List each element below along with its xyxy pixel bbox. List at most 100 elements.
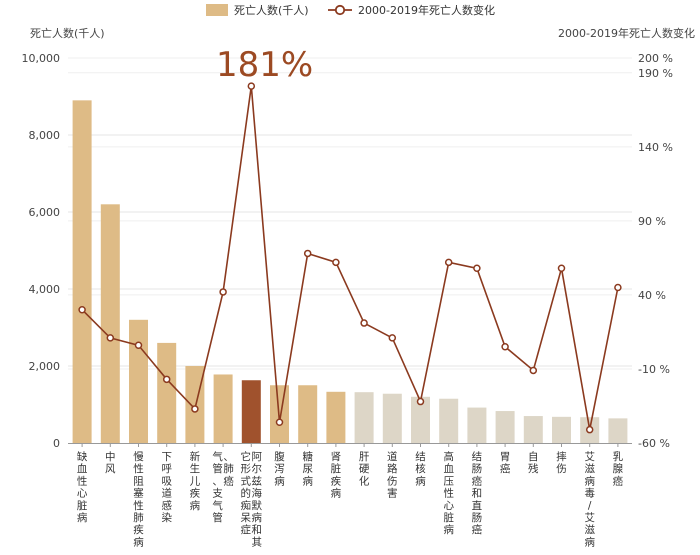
x-tick-label-char: 风 — [105, 463, 116, 475]
x-tick-label-char: 硬 — [359, 463, 370, 475]
bar — [467, 407, 487, 443]
x-tick-label-char: 尔 — [252, 462, 263, 475]
x-tick-label: 乳腺癌 — [613, 450, 624, 487]
x-tick-label-char: 血 — [443, 462, 454, 475]
x-tick-label-char: 默 — [252, 500, 263, 512]
x-tick-label-char: 肝 — [359, 451, 370, 463]
x-tick-label-char: 乳 — [613, 450, 624, 463]
line-series — [78, 82, 622, 434]
line-point — [473, 264, 481, 273]
y-right-tick-label: -60 % — [638, 437, 670, 450]
x-tick-label-column: 胃癌 — [500, 451, 511, 475]
x-tick-label-char: 脏 — [443, 511, 454, 524]
x-tick-label-char: 胃 — [500, 451, 511, 463]
line-point — [106, 334, 115, 342]
x-tick-label-char: 吸 — [161, 475, 172, 487]
x-tick-label-char: 气 — [212, 450, 223, 463]
y-left-tick-label: 4,000 — [29, 283, 61, 296]
x-tick-label-char: 脏 — [77, 499, 88, 512]
x-tick-label-char: 滋 — [584, 462, 595, 475]
x-tick-label-column: 肝硬化 — [359, 451, 370, 487]
x-tick-label-char: 癌 — [472, 474, 483, 487]
line-point — [303, 249, 312, 258]
x-tick-label-char: 它 — [241, 450, 252, 463]
x-tick-label-char: 伤 — [387, 474, 398, 487]
x-tick-label-char: 中 — [105, 450, 116, 463]
line-point — [501, 343, 509, 351]
x-tick-label-char: 式 — [241, 474, 252, 487]
x-tick-label-char: 缺 — [77, 450, 88, 463]
line-point — [219, 288, 227, 296]
x-tick-label: 艾滋病毒/艾滋病 — [584, 451, 595, 548]
x-tick-label-char: 病 — [77, 511, 88, 524]
bar-series — [72, 100, 628, 443]
x-tick-label-char: 呆 — [241, 512, 252, 524]
x-tick-label-char: 病 — [584, 474, 595, 487]
x-tick-label-char: 痴 — [241, 499, 252, 512]
x-tick-label-char: 伤 — [556, 462, 567, 475]
x-tick-label-char: 感 — [161, 499, 172, 512]
x-tick-label-char: 摔 — [556, 450, 567, 463]
x-tick-label: 胃癌 — [500, 451, 511, 475]
bar — [523, 416, 543, 443]
x-tick-label-char: 病 — [252, 511, 263, 524]
bar — [129, 319, 148, 443]
x-tick-label-char: 癌 — [472, 523, 483, 536]
x-tick-label-char: 疾 — [133, 523, 144, 536]
x-tick-label-column: 慢性阻塞性肺疾病 — [133, 451, 144, 548]
x-tick-label-char: 肾 — [331, 451, 342, 463]
line-point — [191, 405, 199, 413]
x-tick-label-column: 道路伤害 — [387, 450, 398, 500]
y-right-tick-label: 90 % — [638, 215, 666, 228]
x-tick-label: 缺血性心脏病 — [77, 450, 88, 524]
x-tick-label-char: 肺 — [133, 512, 144, 524]
x-tick-label-char: 糖 — [302, 450, 313, 463]
x-tick-label-column: 乳腺癌 — [613, 450, 624, 487]
y-axis-right: -60 % -10 % 40 % 90 % 140 % 190 % 200 % — [638, 52, 673, 450]
callout-label: 181% — [216, 45, 313, 85]
x-tick-label-char: 艾 — [584, 512, 595, 524]
line-point — [162, 375, 171, 384]
y-axis-left: 0 2,000 4,000 6,000 8,000 10,000 — [22, 52, 61, 450]
x-tick-label-char: 病 — [274, 474, 285, 487]
x-tick-label-char: 性 — [443, 487, 454, 500]
bar — [157, 342, 177, 443]
line-point — [614, 283, 622, 292]
x-tick-label-char: / — [588, 500, 592, 512]
x-tick-label-char: 病 — [584, 535, 595, 548]
x-tick-label-char: 滋 — [584, 523, 595, 536]
x-tick-label-char: 病 — [302, 474, 313, 487]
x-tick-label: 道路伤害 — [387, 450, 398, 500]
x-tick-label-char: 儿 — [190, 475, 201, 487]
y-axis-left-title: 死亡人数(千人) — [30, 26, 105, 40]
x-tick-label: 慢性阻塞性肺疾病 — [133, 451, 144, 548]
x-tick-label-char: 的 — [241, 487, 252, 500]
bar — [100, 204, 120, 443]
line-point — [247, 82, 256, 90]
x-tick-label-column: 摔伤 — [556, 450, 567, 475]
x-tick-label-char: 害 — [387, 487, 398, 500]
x-tick-label-char: 路 — [387, 462, 398, 475]
bar — [354, 392, 374, 443]
bar — [185, 366, 205, 443]
y-right-tick-label: -10 % — [638, 363, 670, 376]
bar — [72, 100, 92, 443]
line-point — [529, 366, 538, 375]
x-tick-label-column: 结肠癌和直肠癌 — [472, 450, 483, 536]
line-point — [585, 425, 594, 434]
bar — [382, 393, 402, 443]
x-tick-label-char: 兹 — [252, 475, 263, 487]
line-point — [275, 418, 284, 427]
x-tick-label-char: 、 — [223, 451, 234, 463]
x-tick-label-column: 它形式的痴呆症 — [241, 450, 252, 536]
x-tick-label-column: 气管、支气管 — [212, 450, 223, 524]
x-tick-label-char: 残 — [528, 462, 539, 475]
x-tick-label-char: 性 — [77, 474, 88, 487]
line-point — [388, 334, 397, 342]
x-tick-label-char: 染 — [161, 511, 172, 524]
x-tick-label-column: 阿尔兹海默病和其 — [252, 451, 263, 548]
x-tick-label-column: 自残 — [528, 450, 539, 475]
x-tick-label-char: 病 — [415, 474, 426, 487]
